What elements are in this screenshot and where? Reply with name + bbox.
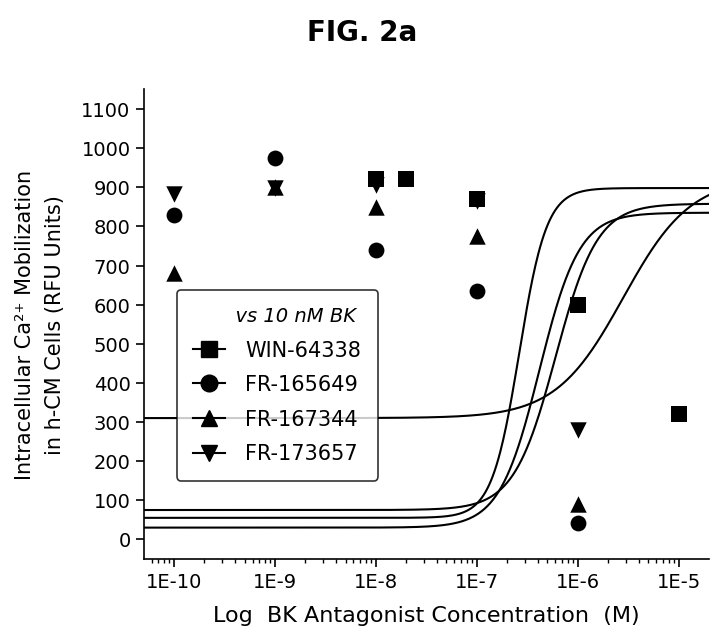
Point	[572, 425, 584, 435]
Y-axis label: Intracellular Ca²⁺ Mobilization
in h-CM Cells (RFU Units): Intracellular Ca²⁺ Mobilization in h-CM …	[15, 170, 64, 479]
Point	[370, 180, 382, 191]
Point	[400, 175, 412, 185]
Point	[673, 409, 684, 419]
Point	[572, 499, 584, 509]
Point	[168, 269, 180, 279]
Point	[572, 300, 584, 310]
Point	[471, 196, 483, 207]
Point	[168, 189, 180, 200]
Text: FIG. 2a: FIG. 2a	[307, 19, 417, 47]
Point	[471, 195, 483, 205]
Point	[471, 286, 483, 296]
Point	[269, 153, 281, 163]
Point	[370, 175, 382, 185]
Point	[471, 232, 483, 242]
Point	[370, 202, 382, 212]
Point	[572, 518, 584, 528]
X-axis label: Log  BK Antagonist Concentration  (M): Log BK Antagonist Concentration (M)	[213, 605, 640, 625]
Point	[370, 245, 382, 255]
Point	[168, 210, 180, 220]
Point	[269, 184, 281, 194]
Point	[269, 182, 281, 193]
Legend: WIN-64338, FR-165649, FR-167344, FR-173657: WIN-64338, FR-165649, FR-167344, FR-1736…	[177, 290, 378, 481]
